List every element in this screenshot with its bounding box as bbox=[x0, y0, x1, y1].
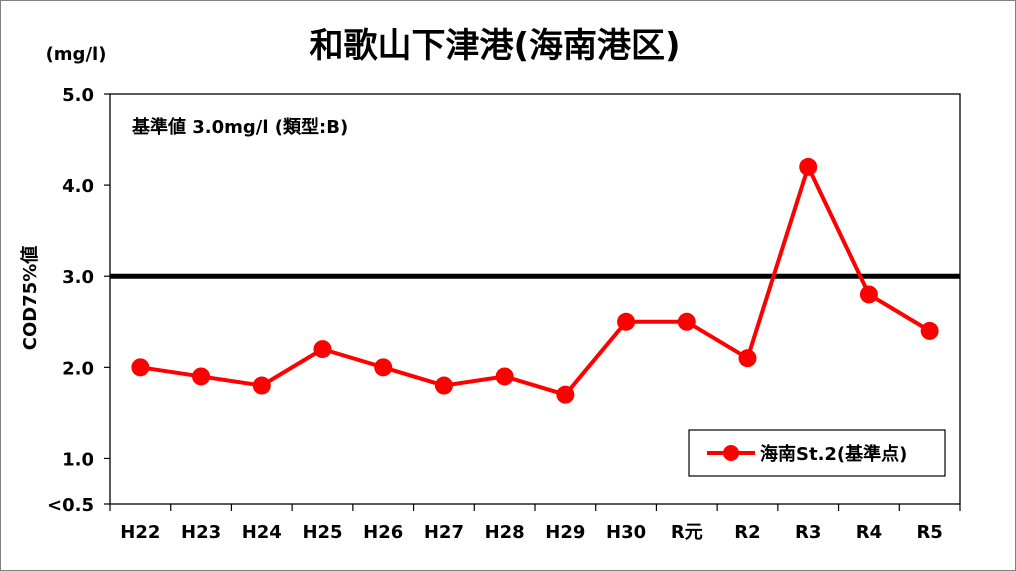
data-point bbox=[495, 367, 514, 386]
y-tick-label: 4.0 bbox=[62, 176, 94, 197]
y-tick-label: 1.0 bbox=[62, 449, 94, 470]
x-tick-label: R4 bbox=[856, 522, 882, 543]
data-point bbox=[313, 340, 332, 359]
data-point bbox=[192, 367, 211, 386]
series-group bbox=[131, 157, 939, 404]
y-tick-label: 3.0 bbox=[62, 267, 94, 288]
y-unit-label: (mg/l) bbox=[46, 44, 107, 65]
y-axis-label: COD75%値 bbox=[19, 246, 41, 351]
x-tick-label: R元 bbox=[671, 522, 703, 543]
data-point bbox=[677, 312, 696, 331]
x-tick-label: H30 bbox=[606, 522, 646, 543]
x-tick-label: H27 bbox=[424, 522, 464, 543]
data-point bbox=[859, 285, 878, 304]
x-tick-label: H25 bbox=[302, 522, 342, 543]
data-point bbox=[434, 376, 453, 395]
data-point bbox=[920, 321, 939, 340]
data-point bbox=[374, 358, 393, 377]
y-tick-label: 2.0 bbox=[62, 358, 94, 379]
x-tick-label: R2 bbox=[734, 522, 760, 543]
data-point bbox=[252, 376, 271, 395]
y-tick-label: <0.5 bbox=[47, 495, 94, 516]
data-point bbox=[617, 312, 636, 331]
x-tick-label: H23 bbox=[181, 522, 221, 543]
legend-marker bbox=[723, 445, 739, 461]
data-point bbox=[738, 349, 757, 368]
x-tick-label: R3 bbox=[795, 522, 821, 543]
y-tick-label: 5.0 bbox=[62, 85, 94, 106]
data-point bbox=[799, 157, 818, 176]
x-axis-ticks: H22 H23 H24 H25 H26 H27 H28 H29 H30 R元 R2 R3 R4 R5 bbox=[109, 504, 961, 543]
data-point bbox=[556, 385, 575, 404]
x-tick-label: H22 bbox=[120, 522, 160, 543]
data-point bbox=[131, 358, 150, 377]
standard-note: 基準値 3.0mg/l (類型:B) bbox=[131, 116, 348, 138]
legend: 海南St.2(基準点) bbox=[688, 429, 946, 477]
x-tick-label: H26 bbox=[363, 522, 403, 543]
series-line bbox=[140, 164, 931, 397]
chart-title: 和歌山下津港(海南港区) bbox=[309, 26, 680, 66]
x-tick-label: H28 bbox=[485, 522, 525, 543]
legend-label: 海南St.2(基準点) bbox=[760, 443, 907, 465]
x-tick-label: R5 bbox=[916, 522, 942, 543]
y-axis-ticks: <0.5 1.0 2.0 3.0 4.0 5.0 bbox=[47, 85, 110, 516]
x-tick-label: H29 bbox=[545, 522, 585, 543]
x-tick-label: H24 bbox=[242, 522, 282, 543]
